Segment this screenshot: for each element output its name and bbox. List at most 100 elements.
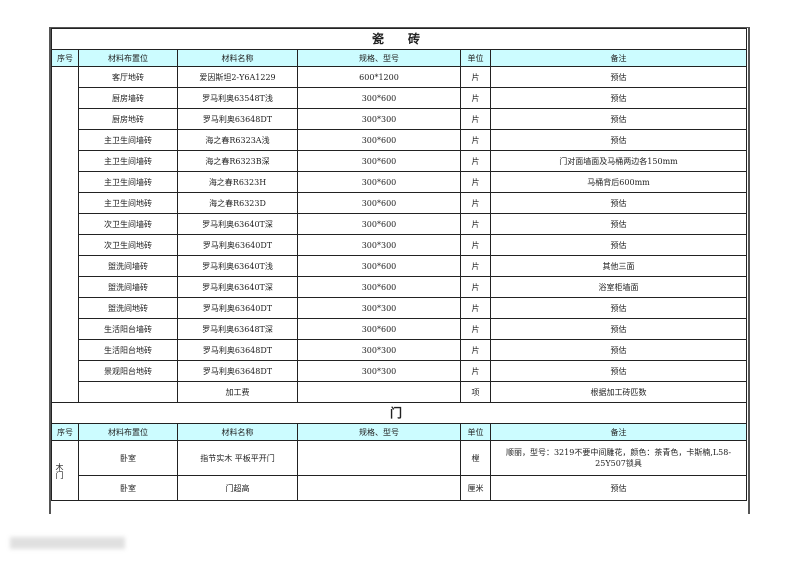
table-cell[interactable]: 预估 [489, 192, 748, 214]
table-cell[interactable]: 300*600 [297, 213, 461, 235]
table-cell[interactable]: 片 [460, 234, 491, 256]
table-cell[interactable]: 片 [460, 276, 491, 298]
table-cell[interactable]: 罗马利奥63648DT [177, 108, 298, 130]
table-cell[interactable]: 片 [460, 129, 491, 151]
table-cell[interactable]: 300*600 [297, 276, 461, 298]
table-cell[interactable]: 项 [460, 381, 491, 403]
table-cell[interactable]: 片 [460, 339, 491, 361]
table-cell[interactable]: 生活阳台墙砖 [78, 318, 178, 340]
table-cell[interactable]: 罗马利奥63548T浅 [177, 87, 298, 109]
column-header[interactable]: 备注 [489, 423, 748, 441]
table-cell[interactable]: 预估 [489, 108, 748, 130]
column-header[interactable]: 规格、型号 [297, 423, 461, 441]
table-cell[interactable]: 片 [460, 192, 491, 214]
table-cell[interactable]: 片 [460, 360, 491, 382]
table-cell[interactable]: 300*600 [297, 255, 461, 277]
table-cell[interactable]: 次卫生间地砖 [78, 234, 178, 256]
table-cell[interactable]: 片 [460, 213, 491, 235]
table-cell[interactable]: 海之春R6323D [177, 192, 298, 214]
table-cell[interactable]: 罗马利奥63648T深 [177, 318, 298, 340]
table-cell[interactable]: 罗马利奥63640DT [177, 297, 298, 319]
table-cell[interactable]: 300*600 [297, 87, 461, 109]
table-cell[interactable]: 加工费 [177, 381, 298, 403]
table-cell[interactable]: 次卫生间墙砖 [78, 213, 178, 235]
table-cell[interactable]: 300*600 [297, 129, 461, 151]
table-cell[interactable]: 片 [460, 297, 491, 319]
table-cell[interactable]: 主卫生间墙砖 [78, 150, 178, 172]
table-cell[interactable]: 预估 [489, 339, 748, 361]
table-cell[interactable]: 盥洗间墙砖 [78, 276, 178, 298]
table-cell[interactable]: 其他三面 [489, 255, 748, 277]
table-cell[interactable]: 300*600 [297, 171, 461, 193]
table-cell[interactable]: 预估 [489, 318, 748, 340]
section-title[interactable]: 瓷 砖 [51, 28, 748, 50]
column-header[interactable]: 材料名称 [177, 423, 298, 441]
column-header[interactable]: 序号 [51, 423, 79, 441]
table-cell[interactable]: 主卫生间墙砖 [78, 171, 178, 193]
table-cell[interactable]: 预估 [489, 129, 748, 151]
table-cell[interactable]: 罗马利奥63648DT [177, 360, 298, 382]
table-cell[interactable] [297, 440, 461, 476]
table-cell[interactable]: 门对面墙面及马桶两边各150mm [489, 150, 748, 172]
column-header[interactable]: 单位 [460, 49, 491, 67]
table-cell[interactable]: 预估 [489, 234, 748, 256]
table-cell[interactable]: 300*300 [297, 297, 461, 319]
table-cell[interactable]: 厘米 [460, 475, 491, 501]
table-cell[interactable]: 罗马利奥63640T深 [177, 213, 298, 235]
table-cell[interactable]: 主卫生间地砖 [78, 192, 178, 214]
index-cell[interactable] [51, 66, 79, 403]
column-header[interactable]: 规格、型号 [297, 49, 461, 67]
table-cell[interactable]: 罗马利奥63640T浅 [177, 255, 298, 277]
table-cell[interactable]: 300*300 [297, 339, 461, 361]
table-cell[interactable]: 主卫生间墙砖 [78, 129, 178, 151]
table-cell[interactable]: 600*1200 [297, 66, 461, 88]
table-cell[interactable]: 片 [460, 66, 491, 88]
index-cell[interactable]: 木门 [51, 440, 79, 501]
table-cell[interactable]: 预估 [489, 87, 748, 109]
table-cell[interactable]: 300*300 [297, 360, 461, 382]
column-header[interactable]: 备注 [489, 49, 748, 67]
table-cell[interactable]: 爱因斯坦2-Y6A1229 [177, 66, 298, 88]
table-cell[interactable]: 罗马利奥63640DT [177, 234, 298, 256]
table-cell[interactable]: 预估 [489, 297, 748, 319]
column-header[interactable]: 序号 [51, 49, 79, 67]
table-cell[interactable]: 卧室 [78, 475, 178, 501]
table-cell[interactable]: 300*300 [297, 234, 461, 256]
table-cell[interactable]: 厨房地砖 [78, 108, 178, 130]
table-cell[interactable] [297, 475, 461, 501]
table-cell[interactable] [297, 381, 461, 403]
table-cell[interactable]: 300*600 [297, 318, 461, 340]
column-header[interactable]: 单位 [460, 423, 491, 441]
table-cell[interactable]: 海之春R6323H [177, 171, 298, 193]
table-cell[interactable]: 卧室 [78, 440, 178, 476]
table-cell[interactable]: 厨房墙砖 [78, 87, 178, 109]
table-cell[interactable]: 马桶背后600mm [489, 171, 748, 193]
table-cell[interactable]: 片 [460, 318, 491, 340]
column-header[interactable]: 材料布置位 [78, 49, 178, 67]
table-cell[interactable]: 指节实木 平板平开门 [177, 440, 298, 476]
table-cell[interactable]: 预估 [489, 66, 748, 88]
table-cell[interactable]: 300*600 [297, 192, 461, 214]
table-cell[interactable] [78, 381, 178, 403]
column-header[interactable]: 材料名称 [177, 49, 298, 67]
table-cell[interactable]: 片 [460, 171, 491, 193]
table-cell[interactable]: 盥洗间墙砖 [78, 255, 178, 277]
table-cell[interactable]: 片 [460, 150, 491, 172]
table-cell[interactable]: 预估 [489, 360, 748, 382]
table-cell[interactable]: 片 [460, 108, 491, 130]
table-cell[interactable]: 根据加工砖匹数 [489, 381, 748, 403]
table-cell[interactable]: 门超高 [177, 475, 298, 501]
table-cell[interactable]: 生活阳台地砖 [78, 339, 178, 361]
table-cell[interactable]: 300*300 [297, 108, 461, 130]
table-cell[interactable]: 300*600 [297, 150, 461, 172]
table-cell[interactable]: 景观阳台地砖 [78, 360, 178, 382]
table-cell[interactable]: 片 [460, 255, 491, 277]
table-cell[interactable]: 预估 [489, 213, 748, 235]
section-title[interactable]: 门 [51, 402, 748, 424]
table-cell[interactable]: 海之春R6323A浅 [177, 129, 298, 151]
table-cell[interactable]: 预估 [489, 475, 748, 501]
table-cell[interactable]: 片 [460, 87, 491, 109]
column-header[interactable]: 材料布置位 [78, 423, 178, 441]
table-cell[interactable]: 盥洗间地砖 [78, 297, 178, 319]
table-cell[interactable]: 罗马利奥63648DT [177, 339, 298, 361]
